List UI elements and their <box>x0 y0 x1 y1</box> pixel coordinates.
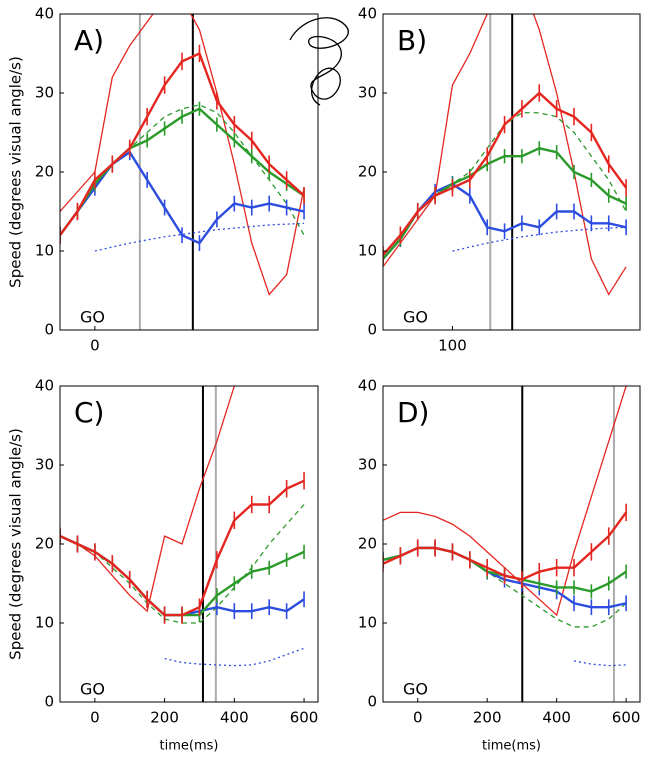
plot-area <box>60 14 305 330</box>
data-line <box>383 147 627 260</box>
panel-label: B) <box>397 24 427 57</box>
plot-area <box>383 386 628 702</box>
y-tick-label: 40 <box>35 5 54 23</box>
x-axis-label: time(ms) <box>482 739 541 754</box>
dashed-line <box>60 504 305 624</box>
x-tick-label: 400 <box>542 709 571 727</box>
axes-frame <box>59 385 319 703</box>
panel-label: D) <box>397 396 429 429</box>
x-tick-label: 0 <box>413 709 423 727</box>
x-tick-label: 400 <box>220 709 249 727</box>
model-line <box>383 14 627 296</box>
model-line <box>60 14 305 296</box>
y-tick-label: 30 <box>358 456 377 474</box>
x-axis-label: time(ms) <box>160 739 219 754</box>
go-label: GO <box>80 680 105 699</box>
dotted-line <box>573 660 627 667</box>
y-tick-label: 40 <box>358 377 377 395</box>
panel-label: C) <box>74 396 104 429</box>
x-tick-label: 0 <box>90 709 100 727</box>
y-tick-label: 40 <box>358 5 377 23</box>
data-line <box>60 535 305 617</box>
y-tick-label: 20 <box>35 163 54 181</box>
dashed-line <box>383 547 627 628</box>
x-tick-label: 600 <box>290 709 319 727</box>
panel-label: A) <box>74 24 104 57</box>
go-label: GO <box>403 308 428 327</box>
plot-area <box>383 14 628 330</box>
y-tick-label: 10 <box>35 614 54 632</box>
go-label: GO <box>403 680 428 699</box>
y-tick-label: 0 <box>367 321 377 339</box>
data-line <box>60 479 305 617</box>
y-tick-label: 0 <box>44 321 54 339</box>
go-label: GO <box>80 308 105 327</box>
y-tick-label: 20 <box>358 163 377 181</box>
trajectory-inset <box>289 17 349 106</box>
dotted-line <box>94 222 305 252</box>
data-line <box>60 51 305 236</box>
y-tick-label: 20 <box>35 535 54 553</box>
y-tick-label: 30 <box>35 456 54 474</box>
x-tick-label: 0 <box>90 337 100 355</box>
y-tick-label: 10 <box>358 242 377 260</box>
y-axis-label: Speed (degrees visual angle/s) <box>7 56 25 288</box>
dashed-line <box>60 104 305 236</box>
data-line <box>60 107 305 236</box>
model-line <box>60 386 235 613</box>
y-tick-label: 10 <box>358 614 377 632</box>
x-tick-label: 600 <box>612 709 641 727</box>
x-tick-label: 100 <box>438 337 467 355</box>
y-tick-label: 30 <box>35 84 54 102</box>
y-tick-label: 20 <box>358 535 377 553</box>
dotted-line <box>164 647 305 667</box>
y-tick-label: 0 <box>44 693 54 711</box>
y-tick-label: 40 <box>35 377 54 395</box>
y-tick-label: 0 <box>367 693 377 711</box>
dotted-line <box>452 226 627 252</box>
x-tick-label: 200 <box>150 709 179 727</box>
y-tick-label: 10 <box>35 242 54 260</box>
plot-area <box>60 386 305 702</box>
data-line <box>60 535 305 617</box>
x-tick-label: 200 <box>473 709 502 727</box>
y-tick-label: 30 <box>358 84 377 102</box>
y-axis-label: Speed (degrees visual angle/s) <box>7 428 25 660</box>
